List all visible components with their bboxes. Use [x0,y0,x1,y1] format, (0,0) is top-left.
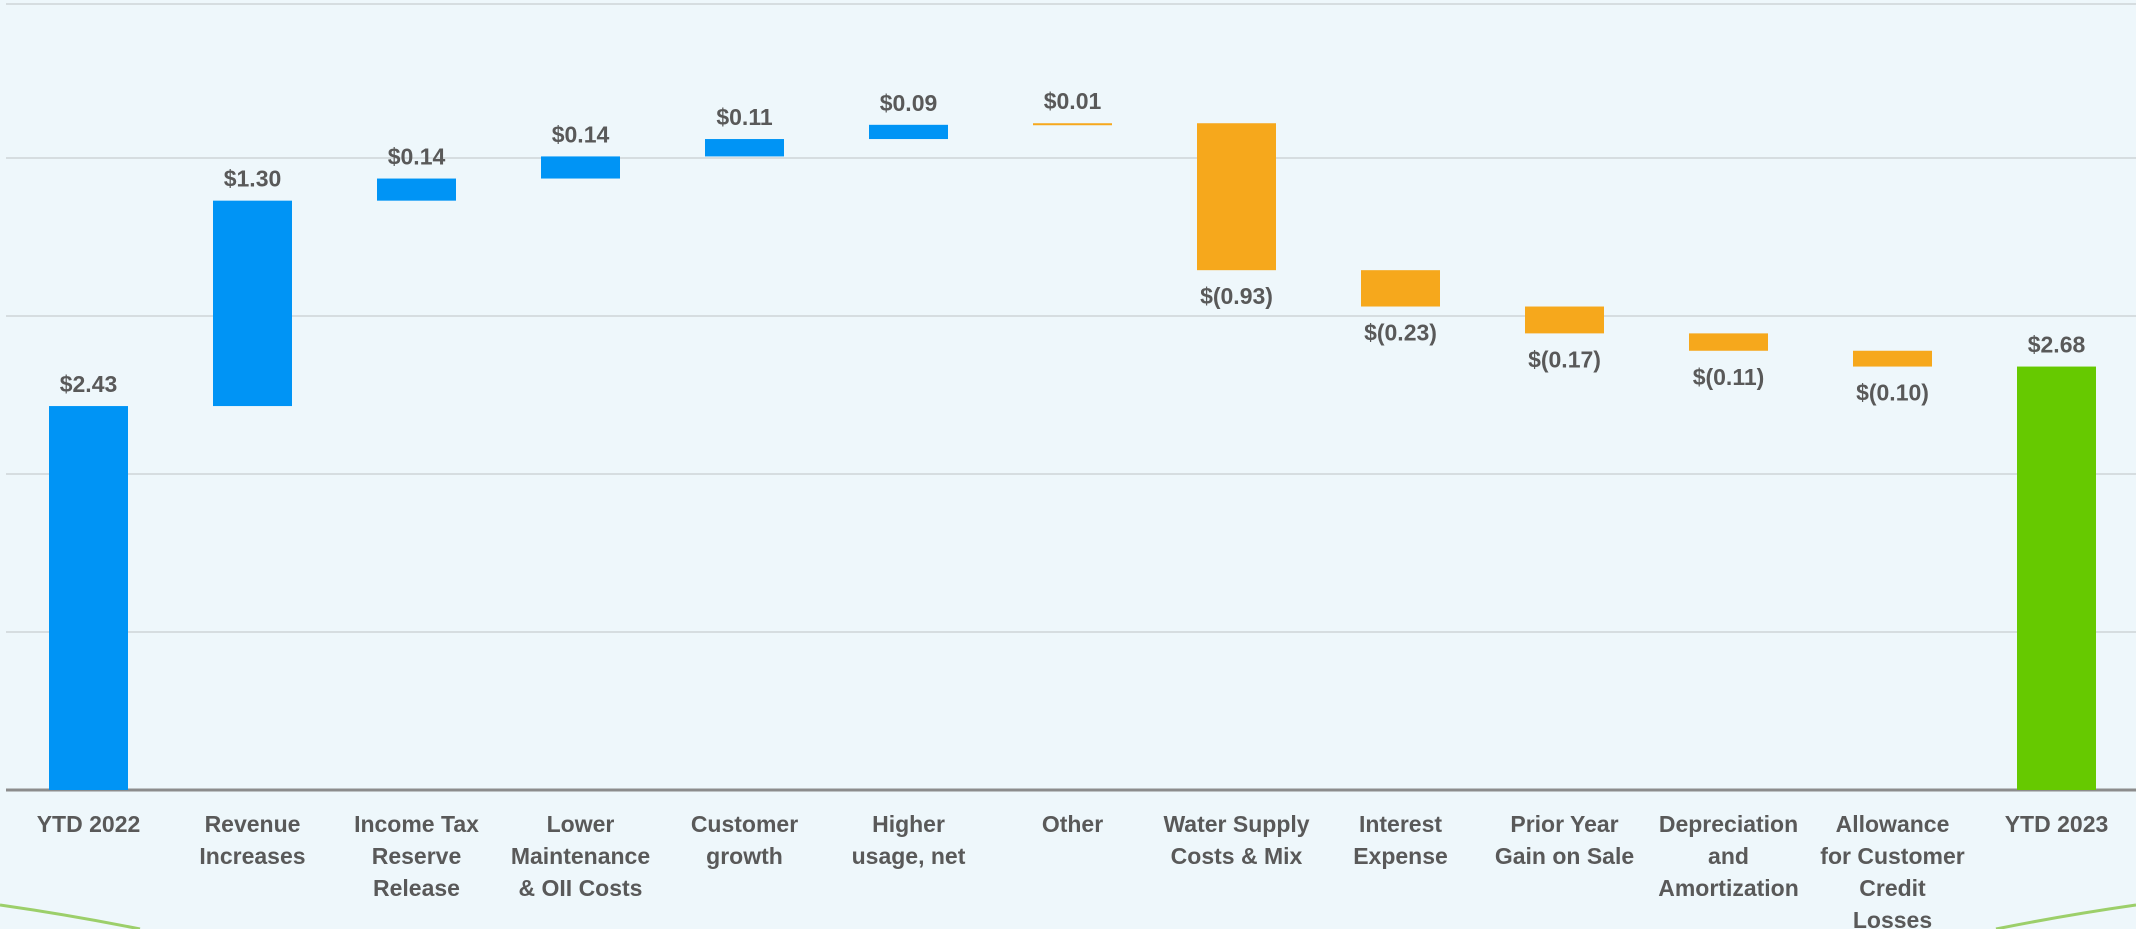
decoration [1995,903,2136,929]
decoration [0,903,141,929]
x-tick-label: Income Tax Reserve Release [354,811,479,901]
bar [869,124,948,140]
bar [1525,306,1604,334]
x-tick-label: Prior Year Gain on Sale [1495,811,1634,869]
bar [1689,333,1768,351]
data-label: $0.09 [880,90,938,116]
data-label: $(0.11) [1693,364,1765,390]
x-tick-label: Water Supply Costs & Mix [1163,811,1309,869]
data-label: $(0.93) [1200,283,1273,309]
x-tick-label: Customer growth [691,811,798,869]
data-label: $0.11 [716,104,772,130]
data-label: $1.30 [224,166,282,192]
bar [377,178,456,201]
x-tick-label: Revenue Increases [199,811,305,869]
data-label: $0.01 [1044,88,1102,114]
x-tick-label: Interest Expense [1353,811,1448,869]
data-label: $0.14 [552,121,610,147]
x-tick-label: YTD 2022 [37,811,141,837]
bar [1033,123,1112,126]
bar [2017,366,2096,790]
x-tick-label: YTD 2023 [2005,811,2109,837]
data-label: $(0.17) [1528,346,1601,372]
data-label: $2.68 [2028,332,2086,358]
x-tick-label: Allowance for Customer Credit Losses [1820,811,1964,929]
x-tick-label: Higher usage, net [852,811,966,869]
bar [705,139,784,157]
data-label: $0.14 [388,144,446,170]
bar [1361,270,1440,307]
x-tick-label: Other [1042,811,1103,837]
bar [49,406,128,790]
data-label: $(0.10) [1856,380,1929,406]
x-tick-label: Depreciation and Amortization [1658,811,1799,901]
data-label: $2.43 [60,371,118,397]
data-label: $(0.23) [1364,320,1437,346]
bar [1197,123,1276,271]
bar [541,156,620,179]
x-tick-label: Lower Maintenance & OII Costs [511,811,650,901]
bar [1853,350,1932,367]
bar [213,200,292,407]
